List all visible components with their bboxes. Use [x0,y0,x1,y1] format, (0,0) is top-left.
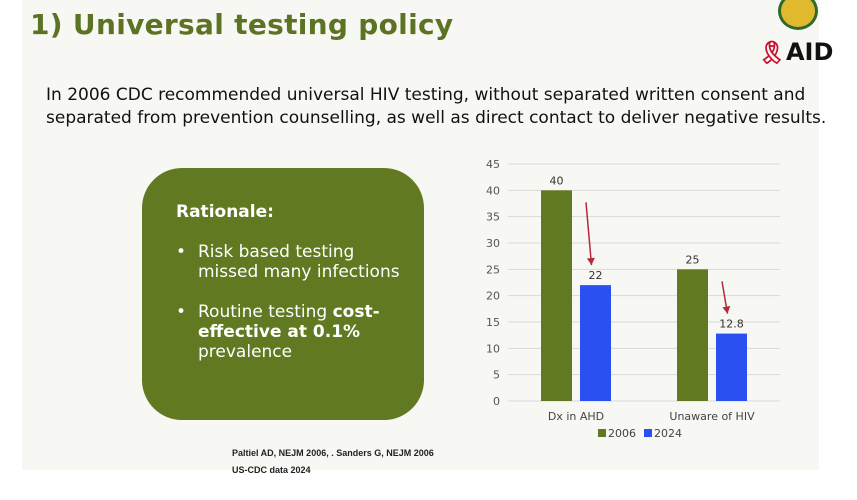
bar [716,333,747,401]
bar-chart: 0 5 10 15 20 25 30 35 40 45 40 22 Dx in AHD 25 12.8 Una… [486,158,780,440]
bar [677,269,708,401]
slide-title: 1) Universal testing policy [30,8,454,41]
organization-seal-icon [778,0,818,30]
data-label: 12.8 [719,318,744,331]
y-tick-label: 10 [486,342,500,355]
rationale-box: Rationale: • Risk based testing missed m… [142,168,424,420]
rationale-list: • Risk based testing missed many infecti… [176,242,404,362]
x-tick-label: Unaware of HIV [669,410,755,423]
logo-text: AID [785,38,834,66]
data-label: 22 [589,269,603,282]
y-tick-label: 20 [486,290,500,303]
rationale-item-1: Risk based testing missed many infection… [198,242,400,282]
list-item: • Routine testing cost-effective at 0.1%… [176,302,404,362]
bar [541,190,572,401]
rationale-item-2-emphasis: cost-effective at 0.1% [198,302,380,342]
x-tick-label: Dx in AHD [548,410,604,423]
aids-logo: 🎗AID [758,38,833,66]
legend-swatch [598,429,606,437]
citation-line-1: Paltiel AD, NEJM 2006, . Sanders G, NEJM… [232,448,434,458]
y-tick-label: 40 [486,184,500,197]
y-tick-label: 30 [486,237,500,250]
legend-label: 2006 [608,427,636,440]
bullet: • [176,302,187,322]
legend-swatch [644,429,652,437]
data-label: 25 [686,253,700,266]
y-tick-label: 0 [493,395,500,408]
rationale-heading: Rationale: [176,202,274,222]
annotation-arrow [585,202,593,266]
legend-label: 2024 [654,427,682,440]
y-tick-label: 45 [486,158,500,171]
data-label: 40 [550,174,564,187]
arrow-head [586,257,595,266]
bullet: • [176,242,187,262]
y-tick-label: 35 [486,211,500,224]
arrow-head [722,306,731,314]
rationale-item-2-text: Routine testing [198,302,333,322]
bar [580,285,611,401]
intro-paragraph: In 2006 CDC recommended universal HIV te… [46,85,827,128]
y-tick-label: 5 [493,369,500,382]
y-tick-label: 25 [486,263,500,276]
rationale-item-2-end: prevalence [198,342,293,362]
red-ribbon-icon: 🎗 [758,41,786,66]
y-tick-label: 15 [486,316,500,329]
list-item: • Risk based testing missed many infecti… [176,242,404,282]
citation-line-2: US-CDC data 2024 [232,465,311,475]
